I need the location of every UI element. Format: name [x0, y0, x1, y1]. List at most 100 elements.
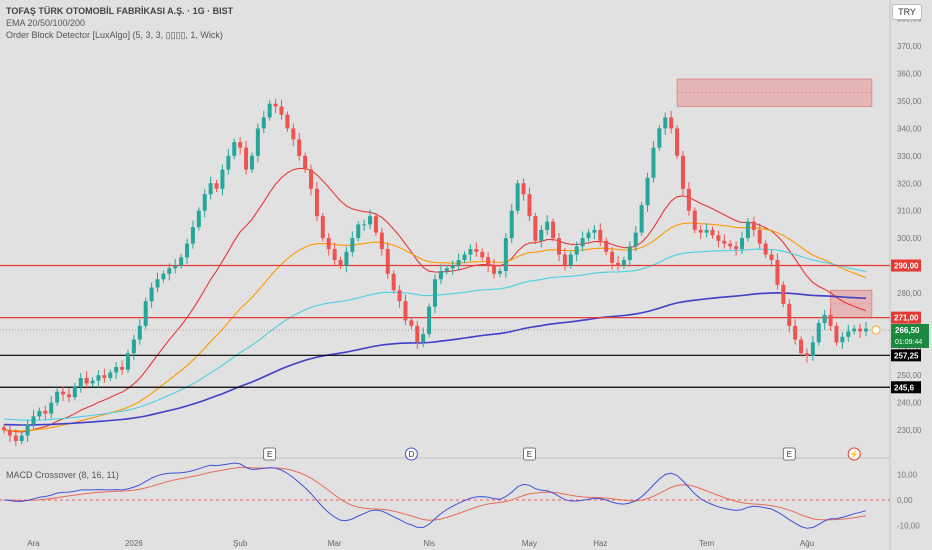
candle-body — [78, 377, 83, 387]
candle-body — [96, 375, 101, 381]
candle-body — [539, 229, 544, 241]
candle-body — [533, 216, 538, 241]
level-badge — [891, 259, 921, 272]
candle-body — [373, 216, 378, 233]
candle-body — [858, 328, 863, 332]
candle-body — [291, 128, 296, 140]
time-axis-label: Mar — [328, 539, 342, 548]
candle-body — [385, 249, 390, 274]
candle-body — [639, 205, 644, 233]
candle-body — [438, 271, 443, 280]
candle-body — [828, 314, 833, 326]
candle-body — [7, 430, 12, 436]
candle-body — [379, 232, 384, 250]
candle-body — [745, 221, 750, 239]
ema-indicator-label[interactable]: EMA 20/50/100/200 — [6, 18, 86, 28]
candle-body — [267, 103, 272, 118]
earnings-marker — [263, 447, 277, 461]
candle-body — [486, 257, 491, 266]
candle-body — [362, 224, 367, 226]
candle-body — [368, 216, 373, 225]
event-marker-letter: E — [267, 450, 272, 459]
candle-body — [173, 265, 178, 269]
candle-body — [775, 260, 780, 285]
candle-body — [704, 229, 709, 233]
candle-body — [692, 210, 697, 230]
candle-body — [787, 303, 792, 326]
candle-body — [273, 103, 278, 107]
level-label: 290,00 — [894, 262, 919, 271]
candle-body — [616, 262, 621, 266]
candle-body — [562, 254, 567, 266]
candle-body — [49, 402, 54, 414]
price-tick-label: 370,00 — [897, 42, 922, 51]
candle-body — [244, 147, 249, 170]
price-tick-label: 300,00 — [897, 234, 922, 243]
price-tick-label: 250,00 — [897, 371, 922, 380]
candle-body — [521, 183, 526, 195]
candle-body — [680, 155, 685, 189]
earnings-marker — [523, 447, 536, 461]
level-badge — [891, 381, 921, 394]
candle-body — [19, 435, 24, 442]
candle-body — [846, 331, 851, 337]
currency-button[interactable]: TRY — [892, 4, 922, 20]
candle-body — [621, 260, 626, 266]
event-marker-letter: E — [527, 450, 532, 459]
current-price-badge — [891, 323, 929, 348]
price-tick-label: 350,00 — [897, 97, 922, 106]
candle-body — [816, 323, 821, 343]
candle-body — [137, 325, 142, 340]
price-tick-label: 330,00 — [897, 152, 922, 161]
candle-body — [66, 394, 71, 398]
candle-body — [131, 339, 136, 354]
countdown-label: 01:09:44 — [895, 339, 922, 346]
candle-body — [793, 325, 798, 340]
candle-body — [710, 229, 715, 236]
candle-body — [226, 155, 231, 170]
time-axis-label: Nis — [423, 539, 435, 548]
level-badge — [891, 311, 921, 324]
symbol-title[interactable]: TOFAŞ TÜRK OTOMOBİL FABRİKASI A.Ş. · 1G … — [6, 6, 234, 16]
candle-body — [651, 147, 656, 178]
candle-body — [456, 260, 461, 266]
candle-body — [810, 342, 815, 357]
earnings-marker — [782, 447, 796, 461]
price-tick-label: 230,00 — [897, 426, 922, 435]
candle-body — [757, 229, 762, 244]
candle-body — [545, 221, 550, 230]
candle-body — [320, 216, 325, 239]
orderblock-indicator-label[interactable]: Order Block Detector [LuxAlgo] (5, 3, 3,… — [6, 30, 223, 40]
candle-body — [822, 314, 827, 324]
price-tick-label: 310,00 — [897, 207, 922, 216]
candle-body — [155, 279, 160, 288]
candle-body — [220, 169, 225, 189]
level-badge — [891, 349, 921, 362]
candle-body — [480, 251, 485, 258]
candle-body — [574, 246, 579, 255]
candle-body — [604, 240, 609, 252]
candle-body — [125, 353, 130, 370]
macd-indicator-label[interactable]: MACD Crossover (8, 16, 11) — [6, 470, 119, 480]
candle-body — [804, 353, 809, 357]
candle-body — [799, 339, 804, 354]
candle-body — [698, 229, 703, 233]
candle-body — [474, 249, 479, 252]
candle-body — [255, 128, 260, 156]
candle-body — [61, 391, 66, 395]
candle-body — [309, 169, 314, 189]
candle-body — [610, 251, 615, 263]
candle-body — [556, 238, 561, 255]
candle-body — [403, 301, 408, 321]
candle-body — [722, 240, 727, 244]
candle-body — [769, 254, 774, 261]
time-axis-label: Tem — [699, 539, 714, 548]
level-label: 257,25 — [894, 351, 919, 360]
candle-body — [751, 221, 756, 230]
candle-body — [31, 416, 36, 425]
event-marker-letter: ⚡ — [849, 449, 859, 459]
candle-body — [196, 210, 201, 228]
candle-body — [356, 224, 361, 239]
price-tick-label: 260,00 — [897, 344, 922, 353]
